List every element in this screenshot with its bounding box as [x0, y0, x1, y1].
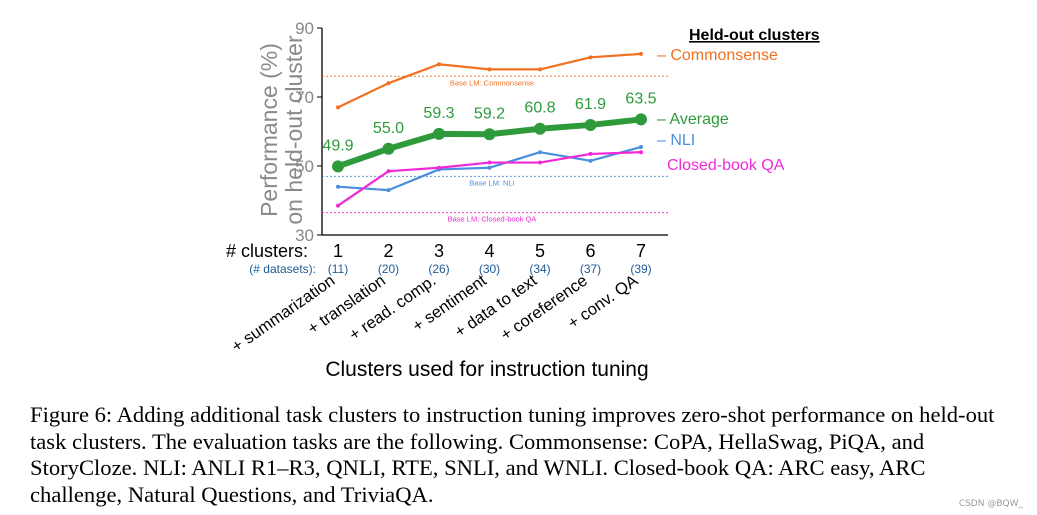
cluster-name: + coreference — [497, 272, 590, 345]
data-point — [588, 151, 593, 156]
data-point — [534, 122, 546, 135]
dataset-count: (11) — [328, 262, 348, 276]
data-point — [538, 160, 542, 165]
legend-entry: – Average — [657, 111, 729, 128]
x-tick-label: 1 — [333, 241, 343, 261]
legend-entry: Closed-book QA — [667, 157, 785, 174]
data-point — [386, 81, 391, 86]
baseline-label: Base LM: NLI — [469, 178, 514, 187]
data-point — [332, 160, 344, 173]
legend-entry: – Commonsense — [657, 47, 778, 64]
x-axis-title: # clusters: — [226, 241, 308, 261]
dataset-count: (20) — [378, 262, 399, 276]
legend-entry: – NLI — [657, 132, 695, 149]
x-tick-label: 4 — [484, 241, 494, 261]
data-point — [483, 128, 496, 141]
data-point — [386, 169, 391, 174]
data-point — [538, 67, 542, 72]
data-point — [487, 165, 492, 170]
data-point — [336, 105, 340, 110]
data-point — [635, 113, 647, 126]
dataset-count: (30) — [479, 262, 500, 276]
data-point — [433, 127, 445, 140]
y-axis-label-line-2: on held-out cluster — [281, 35, 307, 225]
figure-caption: Figure 6: Adding additional task cluster… — [30, 402, 995, 507]
data-point — [538, 150, 542, 155]
data-point — [336, 184, 340, 189]
data-label: 59.2 — [474, 105, 505, 122]
x-tick-label: 2 — [383, 241, 393, 261]
data-label: 49.9 — [322, 137, 353, 154]
data-point — [639, 51, 643, 56]
dataset-count: (39) — [630, 262, 651, 276]
data-label: 61.9 — [575, 96, 606, 113]
data-label: 60.8 — [524, 100, 555, 117]
dataset-count: (37) — [580, 262, 601, 276]
data-point — [437, 165, 441, 170]
data-point — [382, 142, 395, 155]
data-point — [487, 160, 492, 165]
y-tick-label: 70 — [295, 88, 314, 107]
dataset-count: (34) — [529, 262, 550, 276]
legend-title: Held-out clusters — [689, 27, 820, 44]
data-point — [588, 55, 593, 60]
data-point — [437, 62, 441, 67]
x-tick-label: 7 — [636, 241, 646, 261]
data-point — [639, 150, 643, 155]
data-point — [487, 67, 492, 72]
dataset-count: (26) — [428, 262, 449, 276]
data-point — [584, 118, 597, 131]
data-point — [336, 203, 340, 208]
chart: 30 50 70 90 Performance (%) on held-out clust… — [226, 19, 820, 381]
data-point — [386, 188, 391, 193]
y-axis-label-line-1: Performance (%) — [256, 43, 282, 217]
baseline-label: Base LM: Closed-book QA — [448, 215, 537, 224]
data-point — [588, 158, 593, 163]
y-tick-label: 90 — [295, 19, 314, 38]
y-tick-label: 30 — [295, 226, 314, 245]
baseline-label: Base LM: Commonsense — [450, 78, 534, 87]
x-axis-label: Clusters used for instruction tuning — [325, 358, 648, 381]
x-tick-label: 6 — [585, 241, 595, 261]
y-tick-label: 50 — [295, 157, 314, 176]
x-tick-label: 3 — [434, 241, 444, 261]
datasets-label: (# datasets): — [249, 262, 316, 276]
cluster-name: + read. comp. — [346, 272, 439, 345]
data-label: 59.3 — [423, 105, 454, 122]
data-point — [639, 145, 643, 150]
x-tick-label: 5 — [535, 241, 545, 261]
watermark: CSDN @BQW_ — [958, 499, 1023, 509]
data-label: 55.0 — [373, 120, 404, 137]
data-label: 63.5 — [625, 90, 656, 107]
